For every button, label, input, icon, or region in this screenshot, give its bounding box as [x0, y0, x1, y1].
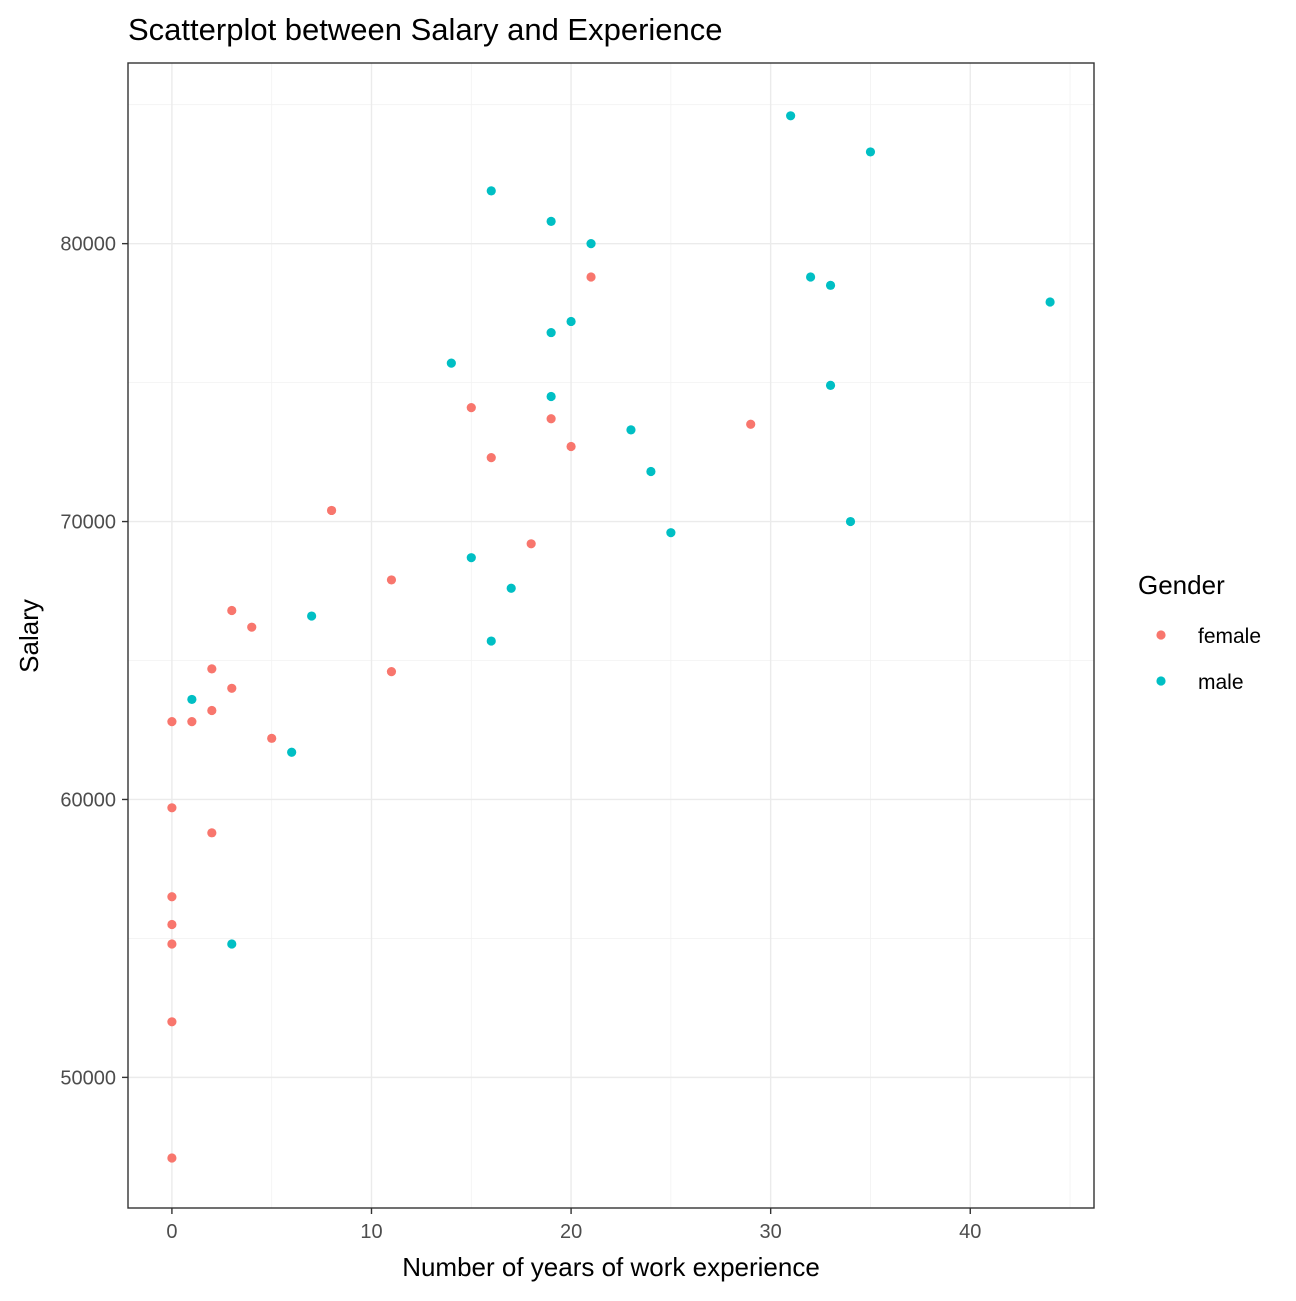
data-point-male	[546, 216, 556, 227]
x-tick-label: 10	[360, 1221, 382, 1243]
plot-panel: 0 10 20 30 40 50000 60000 70000 80000	[60, 62, 1095, 1243]
legend-key-female	[1156, 630, 1166, 640]
legend-title: Gender	[1138, 570, 1225, 600]
data-point-male	[566, 316, 576, 327]
data-point-male	[486, 186, 496, 196]
data-point-female	[187, 717, 197, 727]
legend: Gender female male	[1138, 570, 1261, 694]
x-axis-title: Number of years of work experience	[402, 1252, 820, 1282]
data-point-female	[586, 272, 596, 282]
y-tick-label: 50000	[60, 1067, 116, 1089]
data-point-female	[326, 505, 337, 516]
data-point-female	[486, 453, 496, 463]
data-point-male	[626, 425, 636, 435]
data-point-male	[446, 358, 456, 368]
data-point-female	[546, 414, 556, 424]
data-point-female	[566, 441, 576, 452]
x-tick-label: 30	[760, 1221, 782, 1243]
y-axis-title: Salary	[14, 599, 44, 673]
y-tick-label: 80000	[60, 234, 116, 256]
legend-key-male	[1156, 676, 1166, 686]
data-point-female	[267, 733, 277, 743]
data-point-male	[466, 553, 476, 563]
data-point-female	[207, 664, 217, 674]
data-point-male	[546, 391, 556, 402]
data-point-female	[247, 622, 257, 632]
data-point-male	[666, 528, 676, 538]
data-point-male	[865, 147, 876, 157]
chart-title: Scatterplot between Salary and Experienc…	[128, 12, 723, 47]
y-tick-label: 60000	[60, 789, 116, 811]
x-tick-label: 20	[560, 1221, 582, 1243]
series-female	[167, 272, 756, 1163]
legend-label-male: male	[1198, 671, 1244, 694]
data-point-male	[586, 239, 596, 249]
data-point-male	[307, 611, 317, 621]
data-point-male	[646, 466, 656, 477]
y-tick-label: 70000	[60, 512, 116, 534]
data-point-female	[167, 892, 177, 902]
series-male	[187, 111, 1055, 949]
data-point-male	[546, 327, 556, 338]
x-tick-label: 0	[166, 1221, 177, 1243]
data-point-male	[506, 583, 516, 593]
data-point-male	[825, 380, 836, 390]
data-point-male	[227, 939, 237, 949]
data-point-female	[167, 1017, 177, 1027]
data-point-female	[386, 575, 397, 585]
data-point-female	[227, 605, 237, 616]
data-point-male	[805, 272, 816, 282]
data-point-male	[786, 111, 796, 121]
data-point-male	[187, 694, 197, 705]
data-point-male	[287, 747, 297, 757]
data-point-male	[845, 516, 856, 527]
data-point-female	[386, 667, 397, 677]
data-point-female	[167, 939, 177, 949]
data-point-female	[466, 403, 476, 413]
legend-label-female: female	[1198, 625, 1261, 648]
data-point-female	[207, 705, 217, 716]
data-point-female	[167, 919, 177, 930]
x-tick-label: 40	[959, 1221, 981, 1243]
data-point-male	[486, 636, 496, 646]
data-point-female	[167, 717, 177, 727]
panel-border	[127, 62, 1095, 1209]
data-point-female	[167, 803, 177, 813]
data-point-female	[526, 539, 536, 549]
data-point-male	[825, 280, 836, 290]
data-point-male	[1045, 297, 1055, 307]
data-point-female	[167, 1153, 177, 1163]
data-point-female	[207, 828, 217, 838]
data-point-female	[227, 683, 237, 693]
data-point-female	[746, 419, 756, 429]
